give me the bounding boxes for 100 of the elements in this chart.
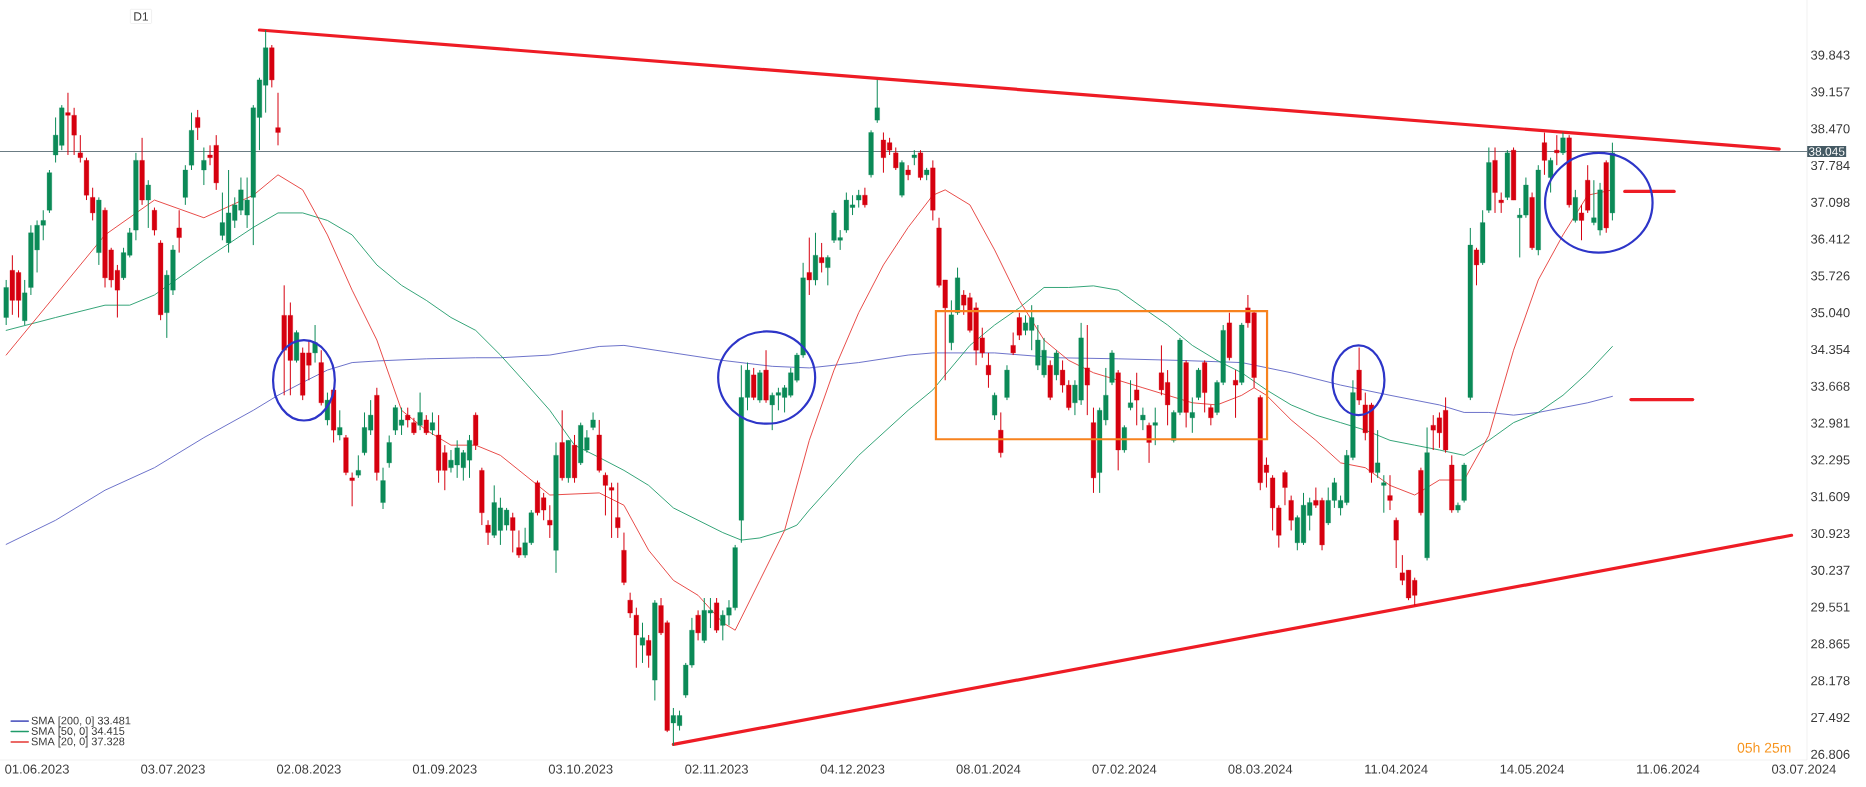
candlestick [145,179,151,229]
candlestick [337,409,343,441]
annotation: 05h 25m [1737,742,1791,753]
candlestick [1146,422,1152,464]
candlestick [806,237,812,296]
candlestick [992,392,998,421]
y-tick-label: 37.784 [1811,160,1850,171]
candlestick [1134,372,1140,426]
candlestick [386,435,392,469]
candlestick [485,519,491,546]
candlestick [405,407,411,428]
candlestick [90,187,96,221]
x-tick-label: 03.10.2023 [548,764,613,774]
candlestick [646,634,652,669]
candlestick [1233,369,1239,419]
candlestick [1288,495,1294,531]
y-tick-label: 32.981 [1811,418,1850,428]
y-tick-label: 29.551 [1811,602,1850,612]
candlestick [1140,407,1146,431]
candlestick [417,392,423,431]
candlestick [1152,407,1158,446]
candlestick [1282,469,1288,506]
candlestick [1498,192,1504,214]
x-tick-label: 03.07.2024 [1772,764,1836,774]
x-tick-label: 11.04.2024 [1365,764,1428,774]
candlestick [1208,404,1214,426]
x-tick-label: 08.03.2024 [1228,764,1293,774]
y-tick-label: 26.806 [1811,749,1850,759]
y-tick-label: 35.040 [1811,308,1850,318]
candlestick [615,482,621,539]
legend-label: SMA [200, 0] 33.481 [31,716,131,727]
y-tick-label: 39.843 [1811,50,1850,60]
candlestick [151,207,157,236]
x-tick-label: 01.09.2023 [412,764,477,774]
candlestick [874,79,880,124]
y-tick-label: 30.923 [1811,528,1850,539]
y-tick-label: 33.668 [1811,381,1850,391]
candlestick [1572,189,1578,224]
candlestick [819,242,825,273]
candlestick [1560,131,1566,156]
candlestick [349,472,355,507]
y-tick-label: 36.412 [1811,234,1850,244]
candlestick [516,529,522,559]
candlestick [1375,429,1381,479]
candlestick [905,164,911,181]
y-tick-label: 28.178 [1811,676,1850,686]
ref-line-label: 38.045 [1808,147,1845,156]
candlestick [1084,324,1090,416]
candlestick [862,187,868,209]
candlestick [1121,424,1127,454]
candlestick [590,411,596,431]
candlestick [312,324,318,364]
candlestick [1128,379,1134,411]
candlestick [893,146,899,171]
y-tick-label: 32.295 [1811,455,1850,465]
candlestick [998,411,1004,458]
candlestick [1010,332,1016,356]
y-tick-label: 28.865 [1811,639,1850,649]
candlestick [985,352,991,389]
candlestick [1016,312,1022,341]
legend-label: SMA [50, 0] 34.415 [31,726,125,738]
y-tick-label: 37.098 [1811,197,1850,207]
candlestick [355,454,361,479]
x-tick-label: 08.01.2024 [956,764,1021,774]
candlestick [275,92,281,146]
y-tick-label: 39.157 [1811,87,1850,97]
y-tick-label: 35.726 [1811,271,1850,281]
x-tick-label: 01.06.2023 [5,764,69,774]
candlestick [1053,349,1059,381]
candlestick [510,512,516,553]
x-tick-label: 03.07.2023 [141,764,205,774]
y-tick-label: 31.609 [1811,492,1850,502]
candlestick [1579,204,1585,241]
candlestick [77,134,83,163]
x-tick-label: 02.08.2023 [276,764,341,774]
candlestick [695,609,701,641]
candlestick [1473,247,1479,286]
candlestick [751,367,757,401]
candlestick [1189,396,1195,434]
x-tick-label: 07.02.2024 [1092,764,1157,774]
candlestick [195,109,201,141]
candlestick [176,209,182,254]
y-tick-label: 27.492 [1811,712,1850,723]
candlestick [1387,474,1393,511]
candlestick [423,414,429,436]
candlestick [602,472,608,516]
candlestick [825,254,831,286]
y-tick-label: 38.470 [1811,124,1850,134]
candlestick [627,592,633,619]
candlestick [429,411,435,436]
candlestick [633,607,639,669]
y-tick-label: 30.237 [1811,565,1850,575]
candlestick [547,504,553,539]
candlestick [609,482,615,539]
y-tick-label: 34.354 [1811,344,1850,355]
candlestick [380,467,386,510]
candlestick [1393,517,1399,569]
x-tick-label: 02.11.2023 [685,764,748,774]
annotation: D1 [134,12,149,21]
x-tick-label: 14.05.2024 [1500,764,1565,774]
